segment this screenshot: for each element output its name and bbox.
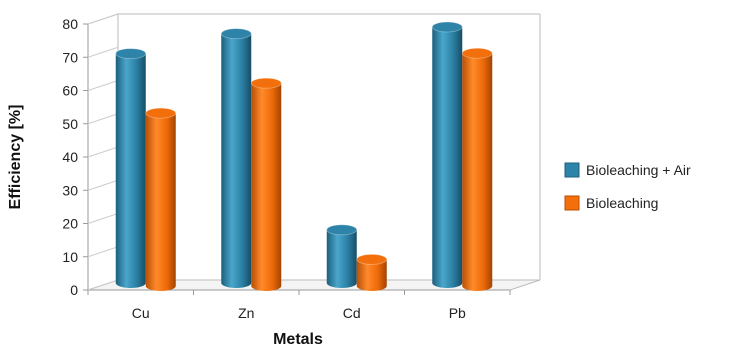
bar-cu-series-2 [145, 107, 177, 291]
y-tick-depth-line [87, 113, 119, 125]
bar-body [462, 53, 493, 291]
bar-zn-series-1 [220, 28, 252, 288]
bar-top [115, 48, 147, 59]
bar-body [221, 33, 252, 288]
bar-top [326, 224, 358, 236]
bar-cd-series-2 [356, 253, 388, 291]
legend-label: Bioleaching [586, 195, 658, 211]
y-tick-depth-line [87, 213, 119, 224]
x-tick-label: Zn [238, 305, 254, 321]
bar-cd-series-1 [326, 224, 358, 288]
bar-top [220, 28, 252, 40]
bar-pb-series-2 [461, 47, 493, 291]
bar-top [431, 21, 463, 33]
y-tick-label: 70 [62, 49, 78, 65]
bar-top [250, 77, 282, 89]
legend-label: Bioleaching + Air [586, 162, 691, 178]
legend-swatch [564, 162, 580, 178]
y-axis-title: Efficiency [%] [7, 105, 24, 210]
bar-top [461, 47, 493, 59]
y-axis-ticks: 0 10 20 30 40 50 60 70 80 [62, 13, 119, 298]
bar-body [326, 229, 357, 288]
y-tick-label: 60 [62, 83, 78, 99]
bar-body [251, 83, 282, 291]
bar-body [356, 259, 387, 291]
x-tick-label: Pb [449, 305, 466, 321]
x-axis-title: Metals [273, 331, 323, 348]
y-tick-label: 30 [62, 182, 78, 198]
bar-body [145, 113, 176, 291]
bar-zn-series-2 [250, 77, 282, 291]
bars [115, 21, 493, 291]
y-tick-label: 50 [62, 116, 78, 132]
x-tick-label: Cu [132, 305, 150, 321]
y-tick-depth-line [87, 246, 119, 258]
y-tick-depth-line [87, 279, 119, 291]
y-tick-label: 0 [70, 282, 78, 298]
legend-swatch [564, 195, 580, 211]
y-tick-depth-line [87, 46, 119, 58]
bar-body [432, 26, 463, 288]
bar-top [356, 253, 388, 265]
x-tick-label: Cd [343, 305, 361, 321]
y-tick-label: 40 [62, 149, 78, 165]
bar-pb-series-1 [431, 21, 463, 288]
bar-top [145, 107, 177, 119]
x-axis-ticks: Cu Zn Cd Pb [87, 290, 511, 321]
y-tick-depth-line [87, 179, 119, 191]
y-tick-label: 10 [62, 249, 78, 265]
bar-cu-series-1 [115, 48, 147, 289]
y-tick-label: 20 [62, 216, 78, 232]
bar-body [115, 53, 146, 289]
y-tick-depth-line [87, 80, 119, 91]
y-tick-label: 80 [62, 16, 78, 32]
y-tick-depth-line [87, 13, 119, 25]
legend: Bioleaching + Air Bioleaching [564, 162, 691, 211]
y-tick-depth-line [87, 146, 119, 158]
